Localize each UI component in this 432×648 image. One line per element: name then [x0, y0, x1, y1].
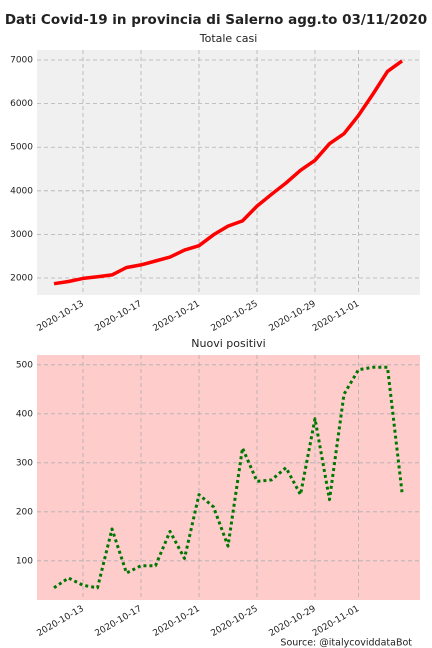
chart-title: Totale casi	[199, 32, 258, 45]
x-tick-label: 2020-10-13	[35, 604, 85, 639]
y-tick-label: 4000	[10, 186, 33, 196]
y-tick-label: 5000	[10, 143, 33, 153]
y-tick-label: 6000	[10, 99, 33, 109]
plot-area	[37, 50, 420, 295]
x-tick-label: 2020-10-21	[151, 604, 201, 639]
y-tick-label: 2000	[10, 273, 33, 283]
y-tick-label: 100	[16, 556, 33, 566]
x-tick-label: 2020-11-01	[311, 604, 361, 639]
x-tick-label: 2020-10-29	[267, 604, 318, 639]
plot-area	[37, 355, 420, 600]
y-tick-label: 7000	[10, 56, 33, 66]
y-tick-label: 500	[16, 360, 33, 370]
figure-title: Dati Covid-19 in provincia di Salerno ag…	[5, 12, 427, 28]
source-note: Source: @italycoviddataBot	[280, 638, 412, 648]
x-tick-label: 2020-11-01	[311, 299, 361, 334]
x-tick-label: 2020-10-21	[151, 299, 201, 334]
line	[53, 59, 404, 286]
y-tick-label: 200	[16, 507, 33, 517]
y-tick-label: 3000	[10, 230, 33, 240]
x-tick-label: 2020-10-29	[267, 299, 318, 334]
x-tick-label: 2020-10-13	[35, 299, 85, 334]
x-tick-label: 2020-10-17	[93, 299, 143, 334]
x-tick-label: 2020-10-25	[209, 604, 259, 639]
x-tick-label: 2020-10-17	[93, 604, 143, 639]
x-tick-label: 2020-10-25	[209, 299, 259, 334]
chart-title: Nuovi positivi	[191, 337, 265, 350]
line	[53, 365, 404, 590]
y-tick-label: 300	[16, 458, 33, 468]
y-tick-label: 400	[16, 409, 33, 419]
